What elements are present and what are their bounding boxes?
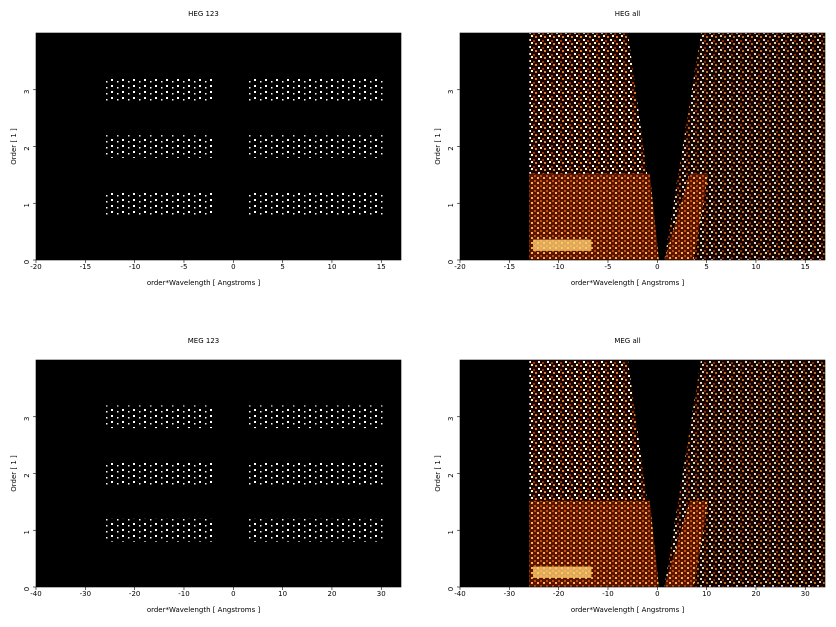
x-tick-label: -15 <box>504 263 515 271</box>
x-tick-label: -20 <box>129 590 140 598</box>
x-tick-label: -15 <box>80 263 91 271</box>
x-tick-label: -40 <box>30 590 41 598</box>
y-tick-label: 1 <box>23 530 31 534</box>
event-band <box>105 518 215 542</box>
x-tick-label: 0 <box>655 263 659 271</box>
x-tick-label: -30 <box>80 590 91 598</box>
event-region <box>664 33 825 260</box>
bright-region <box>529 500 659 587</box>
x-tick-label: -40 <box>454 590 465 598</box>
y-tick-label: 0 <box>447 260 455 264</box>
y-tick-label: 0 <box>23 260 31 264</box>
x-tick-label: 10 <box>751 263 760 271</box>
x-tick-label: 30 <box>801 590 810 598</box>
event-band <box>247 78 383 102</box>
y-axis-label: Order [ 1 ] <box>434 128 442 165</box>
x-tick-label: -5 <box>180 263 187 271</box>
x-tick-label: 10 <box>702 590 711 598</box>
x-tick-label: 15 <box>377 263 386 271</box>
x-tick-label: -10 <box>602 590 613 598</box>
bright-band <box>533 566 592 578</box>
x-tick-label: 10 <box>278 590 287 598</box>
bright-region <box>529 173 659 260</box>
event-band <box>105 191 215 215</box>
y-tick-label: 2 <box>447 473 455 477</box>
x-tick-label: 5 <box>280 263 284 271</box>
x-tick-label: -20 <box>553 590 564 598</box>
event-band <box>247 135 383 158</box>
y-tick-label: 1 <box>447 530 455 534</box>
y-tick-label: 2 <box>23 146 31 150</box>
event-band <box>247 518 383 542</box>
x-tick-label: 20 <box>327 590 336 598</box>
y-axis-label: Order [ 1 ] <box>434 455 442 492</box>
y-tick-label: 1 <box>447 203 455 207</box>
x-tick-label: -10 <box>129 263 140 271</box>
panel-title: HEG 123 <box>188 10 219 18</box>
panel-title: HEG all <box>615 10 641 18</box>
y-axis-label: Order [ 1 ] <box>10 128 18 165</box>
x-tick-label: 30 <box>377 590 386 598</box>
event-region <box>664 360 825 587</box>
x-tick-label: 0 <box>231 590 235 598</box>
event-band <box>105 78 215 102</box>
y-tick-label: 3 <box>447 90 455 94</box>
x-axis-label: order*Wavelength [ Angstroms ] <box>571 606 685 614</box>
x-axis-label: order*Wavelength [ Angstroms ] <box>147 279 261 287</box>
y-tick-label: 3 <box>23 90 31 94</box>
event-band <box>105 135 215 158</box>
x-axis-label: order*Wavelength [ Angstroms ] <box>571 279 685 287</box>
y-tick-label: 3 <box>23 417 31 421</box>
y-tick-label: 3 <box>447 417 455 421</box>
event-band <box>247 191 383 215</box>
y-tick-label: 0 <box>447 587 455 591</box>
x-tick-label: 15 <box>801 263 810 271</box>
x-tick-label: -10 <box>553 263 564 271</box>
x-tick-label: 0 <box>231 263 235 271</box>
x-tick-label: -5 <box>604 263 611 271</box>
panel-title: MEG all <box>614 337 640 345</box>
y-tick-label: 2 <box>447 146 455 150</box>
panel-title: MEG 123 <box>188 337 219 345</box>
x-tick-label: 0 <box>655 590 659 598</box>
x-tick-label: -30 <box>504 590 515 598</box>
x-axis-label: order*Wavelength [ Angstroms ] <box>147 606 261 614</box>
y-tick-label: 1 <box>23 203 31 207</box>
x-tick-label: 10 <box>327 263 336 271</box>
bright-region <box>664 500 709 587</box>
x-tick-label: 5 <box>704 263 708 271</box>
bright-band <box>533 239 592 251</box>
event-band <box>105 405 215 429</box>
event-band <box>105 462 215 485</box>
y-axis-label: Order [ 1 ] <box>10 455 18 492</box>
x-tick-label: 20 <box>751 590 760 598</box>
x-tick-label: -10 <box>178 590 189 598</box>
event-band <box>247 462 383 485</box>
bright-region <box>664 173 709 260</box>
event-band <box>247 405 383 429</box>
x-tick-label: -20 <box>454 263 465 271</box>
y-tick-label: 0 <box>23 587 31 591</box>
x-tick-label: -20 <box>30 263 41 271</box>
y-tick-label: 2 <box>23 473 31 477</box>
